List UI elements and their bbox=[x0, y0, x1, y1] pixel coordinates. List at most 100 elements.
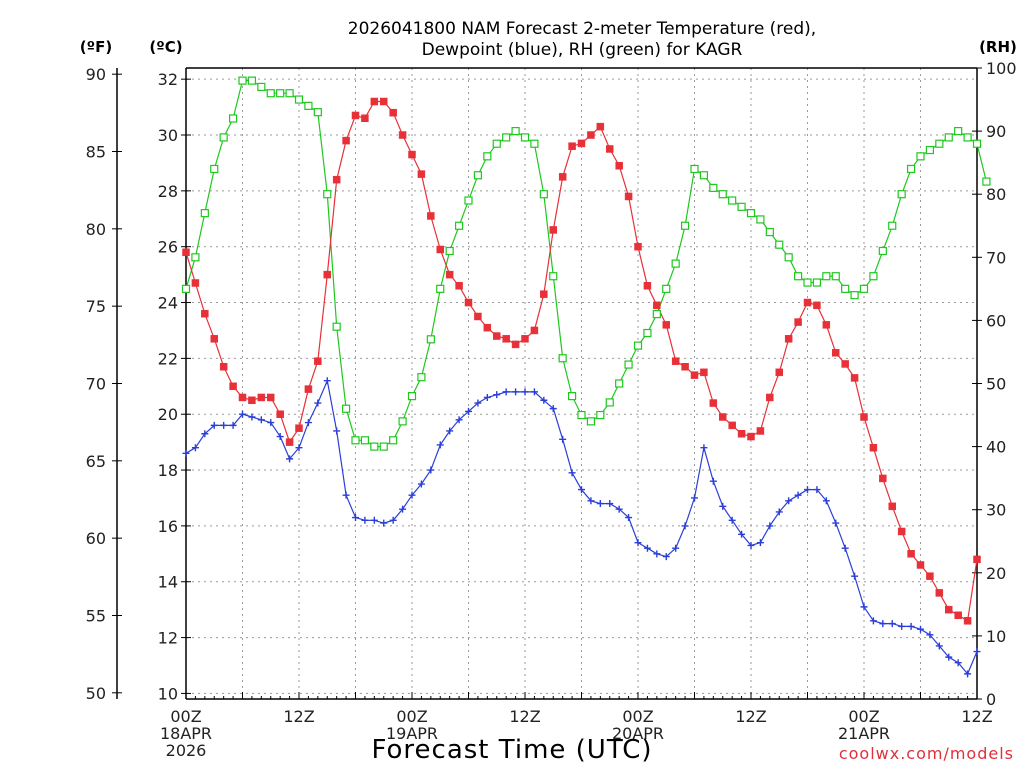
temperature-point bbox=[257, 393, 266, 402]
dewpoint-point bbox=[917, 625, 924, 633]
temperature-point bbox=[304, 385, 313, 393]
rh-point bbox=[699, 171, 709, 180]
rh-point bbox=[276, 89, 285, 98]
dewpoint-point bbox=[201, 430, 209, 438]
temperature-point bbox=[408, 150, 416, 159]
dewpoint-point bbox=[596, 500, 604, 508]
rh-point bbox=[746, 209, 756, 218]
x-tick-label: 12Z bbox=[961, 707, 992, 726]
temperature-point bbox=[229, 382, 237, 391]
rh-point bbox=[492, 139, 501, 148]
rh-point bbox=[972, 139, 982, 148]
temperature-point bbox=[436, 245, 444, 254]
rh-point bbox=[445, 246, 454, 256]
rh-point bbox=[511, 126, 520, 136]
rh-point bbox=[341, 404, 351, 413]
y-tick-label-c: 12 bbox=[158, 629, 178, 648]
dewpoint-point bbox=[766, 522, 774, 530]
temperature-point bbox=[276, 410, 284, 418]
rh-point bbox=[266, 89, 275, 98]
rh-point bbox=[389, 436, 398, 445]
x-tick-label: 12Z bbox=[509, 707, 540, 726]
rh-point bbox=[954, 126, 963, 136]
temperature-point bbox=[643, 282, 652, 290]
dewpoint-point bbox=[559, 435, 567, 443]
dewpoint-point bbox=[691, 494, 698, 502]
dewpoint-point bbox=[352, 514, 359, 522]
dewpoint-point bbox=[257, 416, 265, 424]
rh-point bbox=[379, 442, 388, 451]
dewpoint-point bbox=[945, 653, 953, 661]
dewpoint-point bbox=[926, 631, 934, 639]
temperature-point bbox=[285, 438, 294, 446]
x-tick-label: 00Z bbox=[848, 707, 879, 726]
temperature-point bbox=[530, 326, 539, 335]
dewpoint-point bbox=[615, 505, 623, 513]
temperature-point bbox=[445, 270, 454, 279]
y-tick-label-c: 18 bbox=[158, 461, 178, 480]
temperature-point bbox=[634, 242, 642, 251]
dewpoint-point bbox=[634, 539, 642, 547]
y-tick-label-c: 26 bbox=[158, 238, 178, 257]
dewpoint-point bbox=[182, 449, 190, 457]
rh-point bbox=[417, 373, 426, 382]
temperature-point bbox=[624, 192, 633, 201]
rh-point bbox=[464, 196, 473, 205]
dewpoint-point bbox=[653, 550, 661, 558]
axes bbox=[112, 67, 982, 700]
y-tick-label-c: 16 bbox=[158, 517, 178, 536]
dewpoint-point bbox=[512, 388, 520, 396]
rh-point bbox=[822, 272, 831, 281]
temperature-point bbox=[248, 396, 256, 405]
rh-point bbox=[304, 101, 313, 110]
y-tick-label-c: 30 bbox=[158, 126, 178, 145]
dewpoint-point bbox=[474, 399, 482, 407]
dewpoint-point bbox=[304, 419, 312, 427]
dewpoint-point bbox=[756, 539, 764, 547]
rh-point bbox=[728, 196, 737, 205]
y-tick-label-c: 22 bbox=[158, 349, 178, 368]
temperature-point bbox=[474, 312, 482, 321]
rh-point bbox=[247, 76, 257, 85]
rh-point bbox=[228, 114, 238, 123]
grid-lines bbox=[186, 68, 977, 699]
dewpoint-point bbox=[239, 410, 246, 418]
temperature-point bbox=[888, 502, 896, 511]
dewpoint-point bbox=[935, 642, 943, 650]
y-tick-label-c: 32 bbox=[158, 70, 178, 89]
y-tick-label-rh: 40 bbox=[986, 438, 1006, 457]
rh-point bbox=[530, 139, 539, 148]
dewpoint-point bbox=[794, 491, 802, 499]
rh-point bbox=[643, 328, 652, 338]
dewpoint-point bbox=[314, 399, 322, 407]
rh-point bbox=[426, 335, 435, 344]
dewpoint-point bbox=[785, 497, 793, 505]
rh-point bbox=[294, 95, 304, 104]
rh-point bbox=[680, 221, 690, 230]
y-tick-label-f: 75 bbox=[86, 297, 106, 316]
dewpoint-point bbox=[587, 497, 595, 505]
temperature-point bbox=[671, 357, 680, 365]
temperature-point bbox=[879, 474, 887, 483]
dewpoint-point bbox=[361, 516, 369, 524]
temperature-point bbox=[756, 427, 765, 435]
rh-point bbox=[690, 164, 699, 174]
temperature-point bbox=[568, 142, 576, 150]
y-tick-label-rh: 10 bbox=[986, 627, 1006, 646]
rh-point bbox=[407, 392, 417, 401]
dewpoint-point bbox=[389, 516, 397, 524]
rh-point bbox=[662, 284, 671, 293]
temperature-point bbox=[803, 298, 812, 307]
dewpoint-point bbox=[907, 622, 915, 630]
credit-label: coolwx.com/models bbox=[839, 744, 1014, 763]
temperature-point bbox=[719, 413, 727, 421]
dewpoint-point bbox=[672, 544, 680, 552]
x-tick-label: 21APR bbox=[838, 724, 890, 743]
y-tick-label-rh: 30 bbox=[986, 501, 1006, 520]
y-tick-label-rh: 0 bbox=[986, 690, 996, 709]
rh-point bbox=[238, 76, 247, 85]
unit-label-celsius: (ºC) bbox=[149, 38, 182, 56]
y-tick-label-c: 14 bbox=[158, 573, 178, 592]
x-tick-label: 12Z bbox=[735, 707, 766, 726]
